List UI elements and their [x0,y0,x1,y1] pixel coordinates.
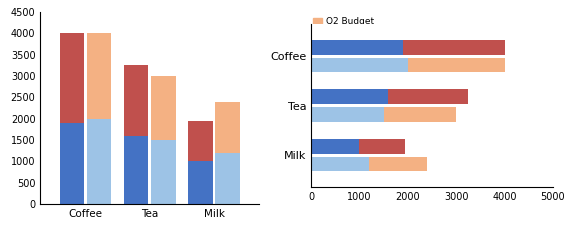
Bar [311,156,369,171]
Bar [215,153,240,204]
Bar [188,161,213,204]
Bar [215,102,240,153]
Bar [311,40,403,55]
Bar [188,121,213,161]
Bar [124,136,149,204]
Bar [384,107,456,122]
Bar [151,140,176,204]
Bar [124,65,149,136]
Bar [151,76,176,140]
Legend: Q2 Budget, Q1 Budget, Q2 Actual, Q1 Actual: Q2 Budget, Q1 Budget, Q2 Actual, Q1 Actu… [312,17,375,61]
Bar [359,139,406,154]
Bar [403,40,505,55]
Bar [311,89,388,104]
Bar [86,33,111,119]
Legend: Q1 Actual, Q2 Actual, Q1 Budget, Q2 Budget: Q1 Actual, Q2 Actual, Q1 Budget, Q2 Budg… [351,237,489,240]
Bar [388,89,468,104]
Bar [408,58,505,72]
Bar [60,123,84,204]
Bar [86,119,111,204]
Bar [311,58,408,72]
Bar [311,139,359,154]
Bar [311,107,384,122]
Bar [60,33,84,123]
Bar [369,156,427,171]
